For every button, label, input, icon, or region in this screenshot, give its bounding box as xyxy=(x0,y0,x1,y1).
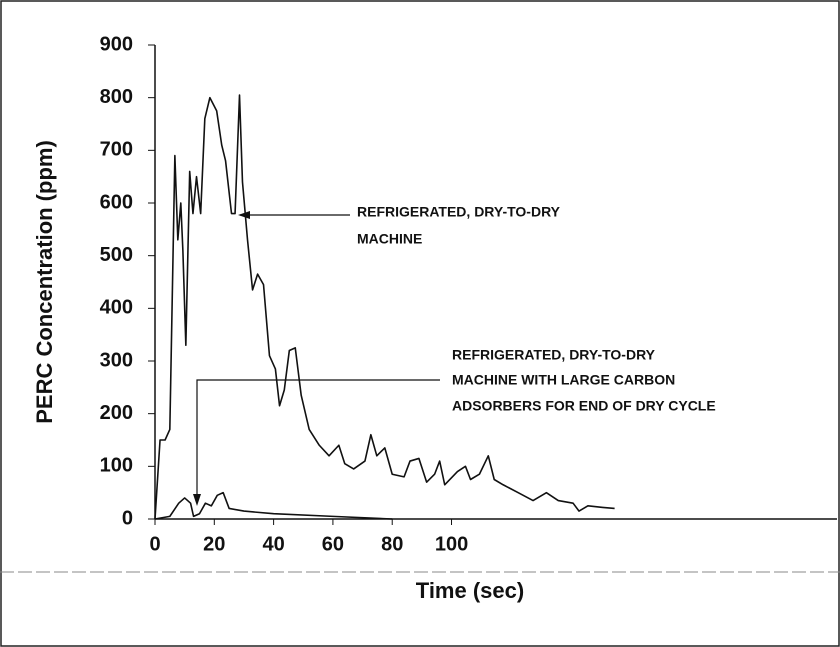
annotation: REFRIGERATED, DRY-TO-DRY xyxy=(357,204,561,220)
y-tick-label: 800 xyxy=(100,86,133,108)
y-tick-label: 200 xyxy=(100,402,133,424)
arrow xyxy=(196,379,440,500)
x-tick-label: 0 xyxy=(149,533,160,555)
x-tick-label: 40 xyxy=(262,533,284,555)
annotation: REFRIGERATED, DRY-TO-DRY xyxy=(452,347,656,363)
y-tick-label: 400 xyxy=(100,297,133,319)
y-tick-label: 100 xyxy=(100,455,133,477)
annotation: ADSORBERS FOR END OF DRY CYCLE xyxy=(452,398,716,414)
y-tick-label: 600 xyxy=(100,191,133,213)
x-tick-label: 60 xyxy=(322,533,344,555)
y-tick-label: 0 xyxy=(122,507,133,529)
y-tick-label: 900 xyxy=(100,33,133,55)
x-tick-label: 20 xyxy=(203,533,225,555)
data-line xyxy=(154,94,615,520)
annotation: MACHINE WITH LARGE CARBON xyxy=(452,372,675,388)
x-axis-label: Time (sec) xyxy=(416,578,524,603)
y-tick-label: 300 xyxy=(100,349,133,371)
y-axis-label: PERC Concentration (ppm) xyxy=(32,140,57,424)
data-line xyxy=(154,491,393,520)
arrow-head xyxy=(193,494,201,506)
y-tick-label: 700 xyxy=(100,139,133,161)
x-tick-label: 100 xyxy=(435,533,468,555)
y-tick-label: 500 xyxy=(100,244,133,266)
x-tick-label: 80 xyxy=(381,533,403,555)
arrow-head xyxy=(238,211,250,219)
annotation: MACHINE xyxy=(357,231,422,247)
